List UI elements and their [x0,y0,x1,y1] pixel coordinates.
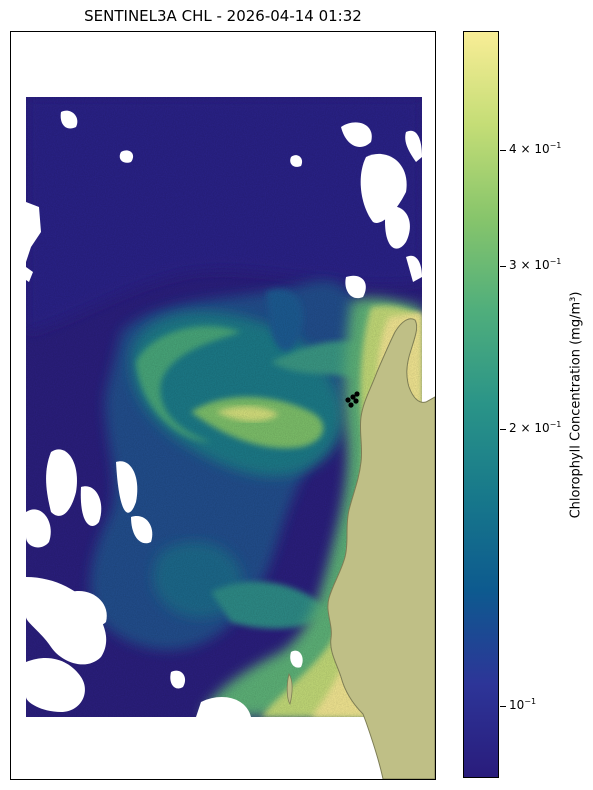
colorbar-tick-label: 4 × 10−1 [509,141,562,157]
colorbar-tick [500,266,506,267]
colorbar-tick-label: 10−1 [509,697,537,713]
coastline-land [327,318,435,779]
colorbar-tick [500,150,506,151]
chlorophyll-map [26,97,435,779]
colorbar-tick-label: 3 × 10−1 [509,257,562,273]
station-marker[interactable] [354,391,360,397]
colorbar-tick [500,429,506,430]
colorbar-tick-label: 2 × 10−1 [509,420,562,436]
station-marker[interactable] [350,394,356,400]
station-markers [345,391,360,408]
colorbar-tick [500,706,506,707]
cloud-gaps [26,110,422,717]
map-panel[interactable] [10,31,436,780]
island-land [286,673,293,705]
station-marker[interactable] [353,398,359,404]
station-marker[interactable] [348,402,354,408]
station-marker[interactable] [345,397,351,403]
colorbar-label: Chlorophyll Concentration (mg/m³) [568,291,584,519]
map-title: SENTINEL3A CHL - 2026-04-14 01:32 [84,7,362,25]
colorbar [463,31,499,778]
